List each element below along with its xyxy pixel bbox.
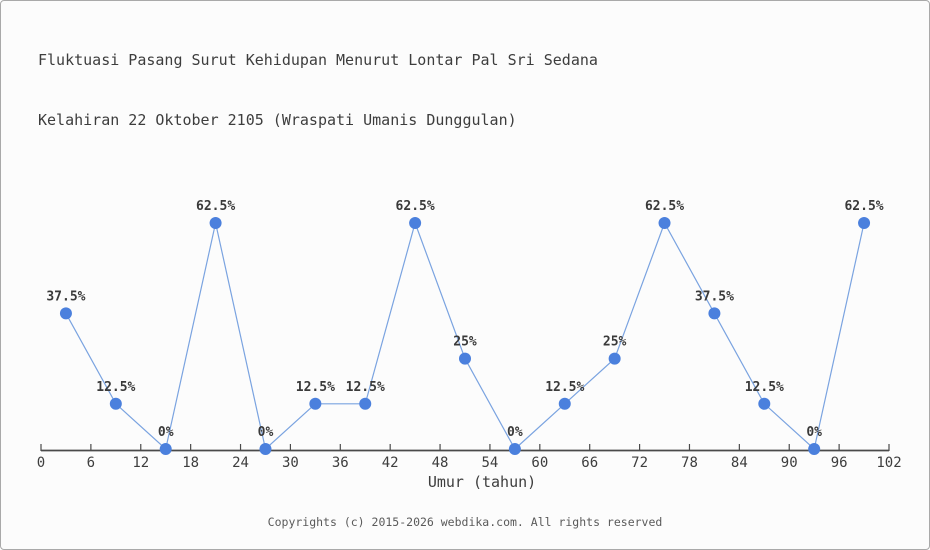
x-axis-tick-label: 42	[382, 455, 399, 471]
data-point-label: 0%	[158, 425, 174, 440]
copyright-text: Copyrights (c) 2015-2026 webdika.com. Al…	[267, 515, 663, 529]
data-point-label: 12.5%	[96, 380, 135, 395]
data-point	[558, 397, 571, 410]
x-axis-tick-label: 6	[87, 455, 95, 471]
data-point	[209, 217, 222, 229]
x-axis-tick-label: 66	[581, 455, 598, 471]
data-point-label: 25%	[453, 335, 477, 350]
data-point	[758, 397, 771, 410]
data-point	[59, 307, 72, 320]
data-point-label: 62.5%	[844, 199, 883, 214]
x-axis-tick-label: 78	[681, 455, 698, 471]
data-point-label: 12.5%	[296, 380, 335, 395]
data-point-label: 0%	[258, 425, 274, 440]
data-point	[459, 352, 471, 365]
data-point-label: 0%	[806, 425, 822, 440]
data-point	[409, 217, 422, 229]
data-point-label: 12.5%	[545, 380, 584, 395]
x-axis-tick-label: 60	[531, 455, 548, 471]
x-axis-tick-label: 54	[482, 455, 499, 471]
chart-title: Fluktuasi Pasang Surut Kehidupan Menurut…	[38, 10, 598, 170]
data-point-label: 37.5%	[695, 289, 734, 304]
data-point-label: 62.5%	[645, 199, 684, 214]
data-point	[259, 443, 272, 455]
data-point	[708, 307, 721, 320]
x-axis-tick-label: 96	[831, 455, 848, 471]
data-point	[309, 397, 322, 410]
data-point	[608, 352, 621, 365]
data-point-label: 12.5%	[745, 380, 784, 395]
x-axis-tick-label: 24	[232, 455, 249, 471]
data-point-label: 62.5%	[396, 199, 435, 214]
chart-title-line1: Fluktuasi Pasang Surut Kehidupan Menurut…	[38, 51, 598, 69]
data-point-label: 62.5%	[196, 199, 235, 214]
data-point	[359, 397, 372, 410]
x-axis-title: Umur (tahun)	[427, 473, 537, 491]
data-point	[159, 443, 172, 455]
x-axis-tick-label: 18	[182, 455, 199, 471]
x-axis-tick-label: 90	[781, 455, 798, 471]
data-point-label: 37.5%	[46, 289, 85, 304]
data-point	[858, 217, 871, 229]
data-point-label: 12.5%	[346, 380, 385, 395]
x-axis-tick-label: 0	[37, 455, 45, 471]
data-point	[808, 443, 821, 455]
data-point-label: 0%	[507, 425, 523, 440]
x-axis-tick-label: 12	[132, 455, 149, 471]
x-axis-tick-label: 48	[432, 455, 449, 471]
data-point-label: 25%	[603, 335, 627, 350]
x-axis-tick-label: 102	[876, 455, 901, 471]
x-axis-tick-label: 84	[731, 455, 748, 471]
chart-title-line2: Kelahiran 22 Oktober 2105 (Wraspati Uman…	[38, 111, 517, 129]
x-axis-tick-label: 36	[332, 455, 349, 471]
x-axis-tick-label: 72	[631, 455, 648, 471]
data-point	[508, 443, 521, 455]
data-point	[109, 397, 122, 410]
x-axis-tick-label: 30	[282, 455, 299, 471]
data-point	[658, 217, 671, 229]
